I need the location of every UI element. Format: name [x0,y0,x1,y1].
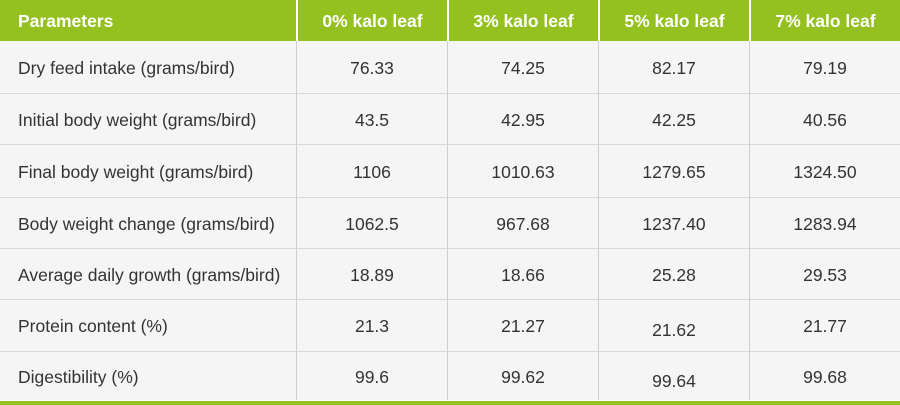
value-cell: 99.68 [749,350,900,400]
value-cell: 99.6 [296,350,447,400]
parameter-cell: Protein content (%) [0,299,296,351]
value-cell: 42.25 [598,92,749,144]
value-text: 99.68 [803,366,847,387]
value-cell: 1062.5 [296,196,447,249]
value-text: 18.66 [501,265,545,286]
value-cell: 21.77 [749,299,900,351]
value-cell: 1106 [296,143,447,197]
value-text: 82.17 [652,57,696,78]
value-text: 1279.65 [642,161,706,182]
value-cell: 82.17 [598,41,749,93]
value-text: 99.62 [501,366,545,387]
value-cell: 21.3 [296,299,447,351]
value-text: 21.77 [803,316,847,337]
value-cell: 1279.65 [598,143,749,197]
value-cell: 1010.63 [447,143,598,197]
column-header-3: 5% kalo leaf [598,0,749,41]
header-row: Parameters 0% kalo leaf 3% kalo leaf 5% kal… [0,0,900,41]
bottom-accent-bar [0,401,900,405]
value-text: 43.5 [354,109,390,130]
value-cell: 21.27 [447,299,598,351]
table-body: Dry feed intake (grams/bird) 76.33 74.25 82… [0,41,900,400]
value-text: 1324.50 [793,161,857,182]
value-text: 1010.63 [491,161,555,182]
value-text: 21.27 [501,316,545,337]
value-cell: 40.56 [749,92,900,144]
value-text: 967.68 [496,214,550,235]
table-row: Initial body weight (grams/bird) 43.5 42.9… [0,92,900,144]
value-cell: 29.53 [749,248,900,300]
value-text: 25.28 [652,265,696,286]
value-cell: 18.89 [296,248,447,300]
parameter-cell: Final body weight (grams/bird) [0,143,296,197]
parameter-cell: Initial body weight (grams/bird) [0,92,296,144]
value-cell: 21.62 [598,299,749,351]
table-row: Average daily growth (grams/bird) 18.89 18… [0,248,900,300]
value-text: 29.53 [803,265,847,286]
value-cell: 18.66 [447,248,598,300]
value-text: 1106 [353,161,391,182]
table-row: Dry feed intake (grams/bird) 76.33 74.25 82… [0,41,900,93]
column-header-2: 3% kalo leaf [447,0,598,41]
value-text: 79.19 [803,57,847,78]
value-text: 99.6 [354,366,390,387]
table-row: Protein content (%) 21.3 21.27 21.62 21.77 [0,299,900,351]
column-header-4: 7% kalo leaf [749,0,900,41]
value-cell: 1237.40 [598,196,749,249]
value-text: 42.25 [652,109,696,130]
value-text: 40.56 [803,109,847,130]
value-text: 76.33 [350,57,394,78]
value-cell: 74.25 [447,41,598,93]
value-cell: 25.28 [598,248,749,300]
value-cell: 79.19 [749,41,900,93]
parameter-cell: Dry feed intake (grams/bird) [0,41,296,93]
value-text: 99.64 [652,370,696,391]
value-cell: 99.64 [598,350,749,400]
value-cell: 1324.50 [749,143,900,197]
value-cell: 43.5 [296,92,447,144]
column-header-1: 0% kalo leaf [296,0,447,41]
column-header-parameters: Parameters [0,0,296,41]
parameter-cell: Body weight change (grams/bird) [0,196,296,249]
table-header: Parameters 0% kalo leaf 3% kalo leaf 5% kal… [0,0,900,41]
value-text: 74.25 [501,57,545,78]
value-cell: 99.62 [447,350,598,400]
value-text: 1283.94 [793,214,857,235]
value-cell: 42.95 [447,92,598,144]
value-cell: 967.68 [447,196,598,249]
table-row: Final body weight (grams/bird) 1106 1010.6… [0,143,900,197]
parameter-cell: Average daily growth (grams/bird) [0,248,296,300]
value-text: 21.62 [652,320,696,341]
parameter-cell: Digestibility (%) [0,350,296,400]
value-cell: 76.33 [296,41,447,93]
value-text: 1062.5 [345,214,399,235]
table-row: Body weight change (grams/bird) 1062.5 967… [0,196,900,249]
value-text: 1237.40 [642,214,706,235]
value-text: 42.95 [501,109,545,130]
value-text: 18.89 [350,265,394,286]
table-row: Digestibility (%) 99.6 99.62 99.64 99.68 [0,350,900,400]
value-text: 21.3 [354,316,390,337]
value-cell: 1283.94 [749,196,900,249]
